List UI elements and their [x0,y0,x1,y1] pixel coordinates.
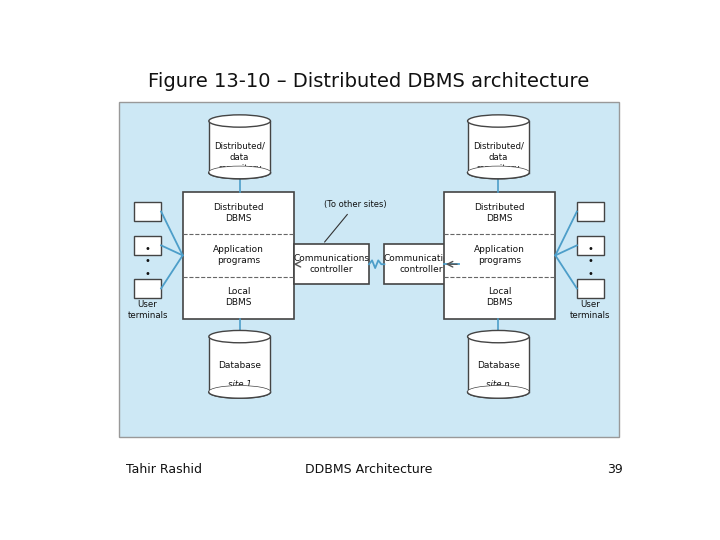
Text: site 1: site 1 [228,380,251,389]
Text: User
terminals: User terminals [127,300,168,320]
Text: Local
DBMS: Local DBMS [225,287,252,307]
Bar [134,202,161,221]
Text: Distributed
DBMS: Distributed DBMS [213,202,264,222]
Ellipse shape [209,115,271,127]
Text: •
•
•: • • • [145,244,150,279]
Text: User
terminals: User terminals [570,300,611,320]
Text: Database: Database [477,361,520,369]
Ellipse shape [209,166,271,179]
Ellipse shape [209,166,271,179]
Text: DDBMS Architecture: DDBMS Architecture [305,463,433,476]
Text: •
•
•: • • • [588,244,593,279]
Text: site n: site n [487,380,510,389]
Bar [577,236,604,255]
Ellipse shape [467,330,529,343]
Bar [183,192,294,319]
Ellipse shape [209,386,271,398]
Text: Application
programs: Application programs [474,245,525,265]
Text: Distributed/
data
repository: Distributed/ data repository [215,141,265,173]
Bar [134,279,161,298]
Ellipse shape [467,166,529,179]
Bar [467,336,529,392]
Text: Communications
controller: Communications controller [384,254,460,274]
Bar [467,121,529,173]
Text: Application
programs: Application programs [213,245,264,265]
Text: Database: Database [218,361,261,369]
Text: Local
DBMS: Local DBMS [486,287,513,307]
Bar [384,244,459,284]
Ellipse shape [467,115,529,127]
Text: 39: 39 [608,463,623,476]
Bar [134,236,161,255]
Bar [577,279,604,298]
Bar [119,102,619,437]
Ellipse shape [209,386,271,398]
Ellipse shape [209,330,271,343]
Text: Distributed
DBMS: Distributed DBMS [474,202,525,222]
Ellipse shape [467,166,529,179]
Bar [209,336,271,392]
Bar [444,192,555,319]
Text: Communications
controller: Communications controller [294,254,369,274]
Text: (To other sites): (To other sites) [324,200,387,242]
Bar [577,202,604,221]
Ellipse shape [467,386,529,398]
Text: Tahir Rashid: Tahir Rashid [127,463,202,476]
Text: Figure 13-10 – Distributed DBMS architecture: Figure 13-10 – Distributed DBMS architec… [148,72,590,91]
Ellipse shape [467,386,529,398]
Text: Distributed/
data
repository: Distributed/ data repository [473,141,523,173]
Bar [294,244,369,284]
Bar [209,121,271,173]
